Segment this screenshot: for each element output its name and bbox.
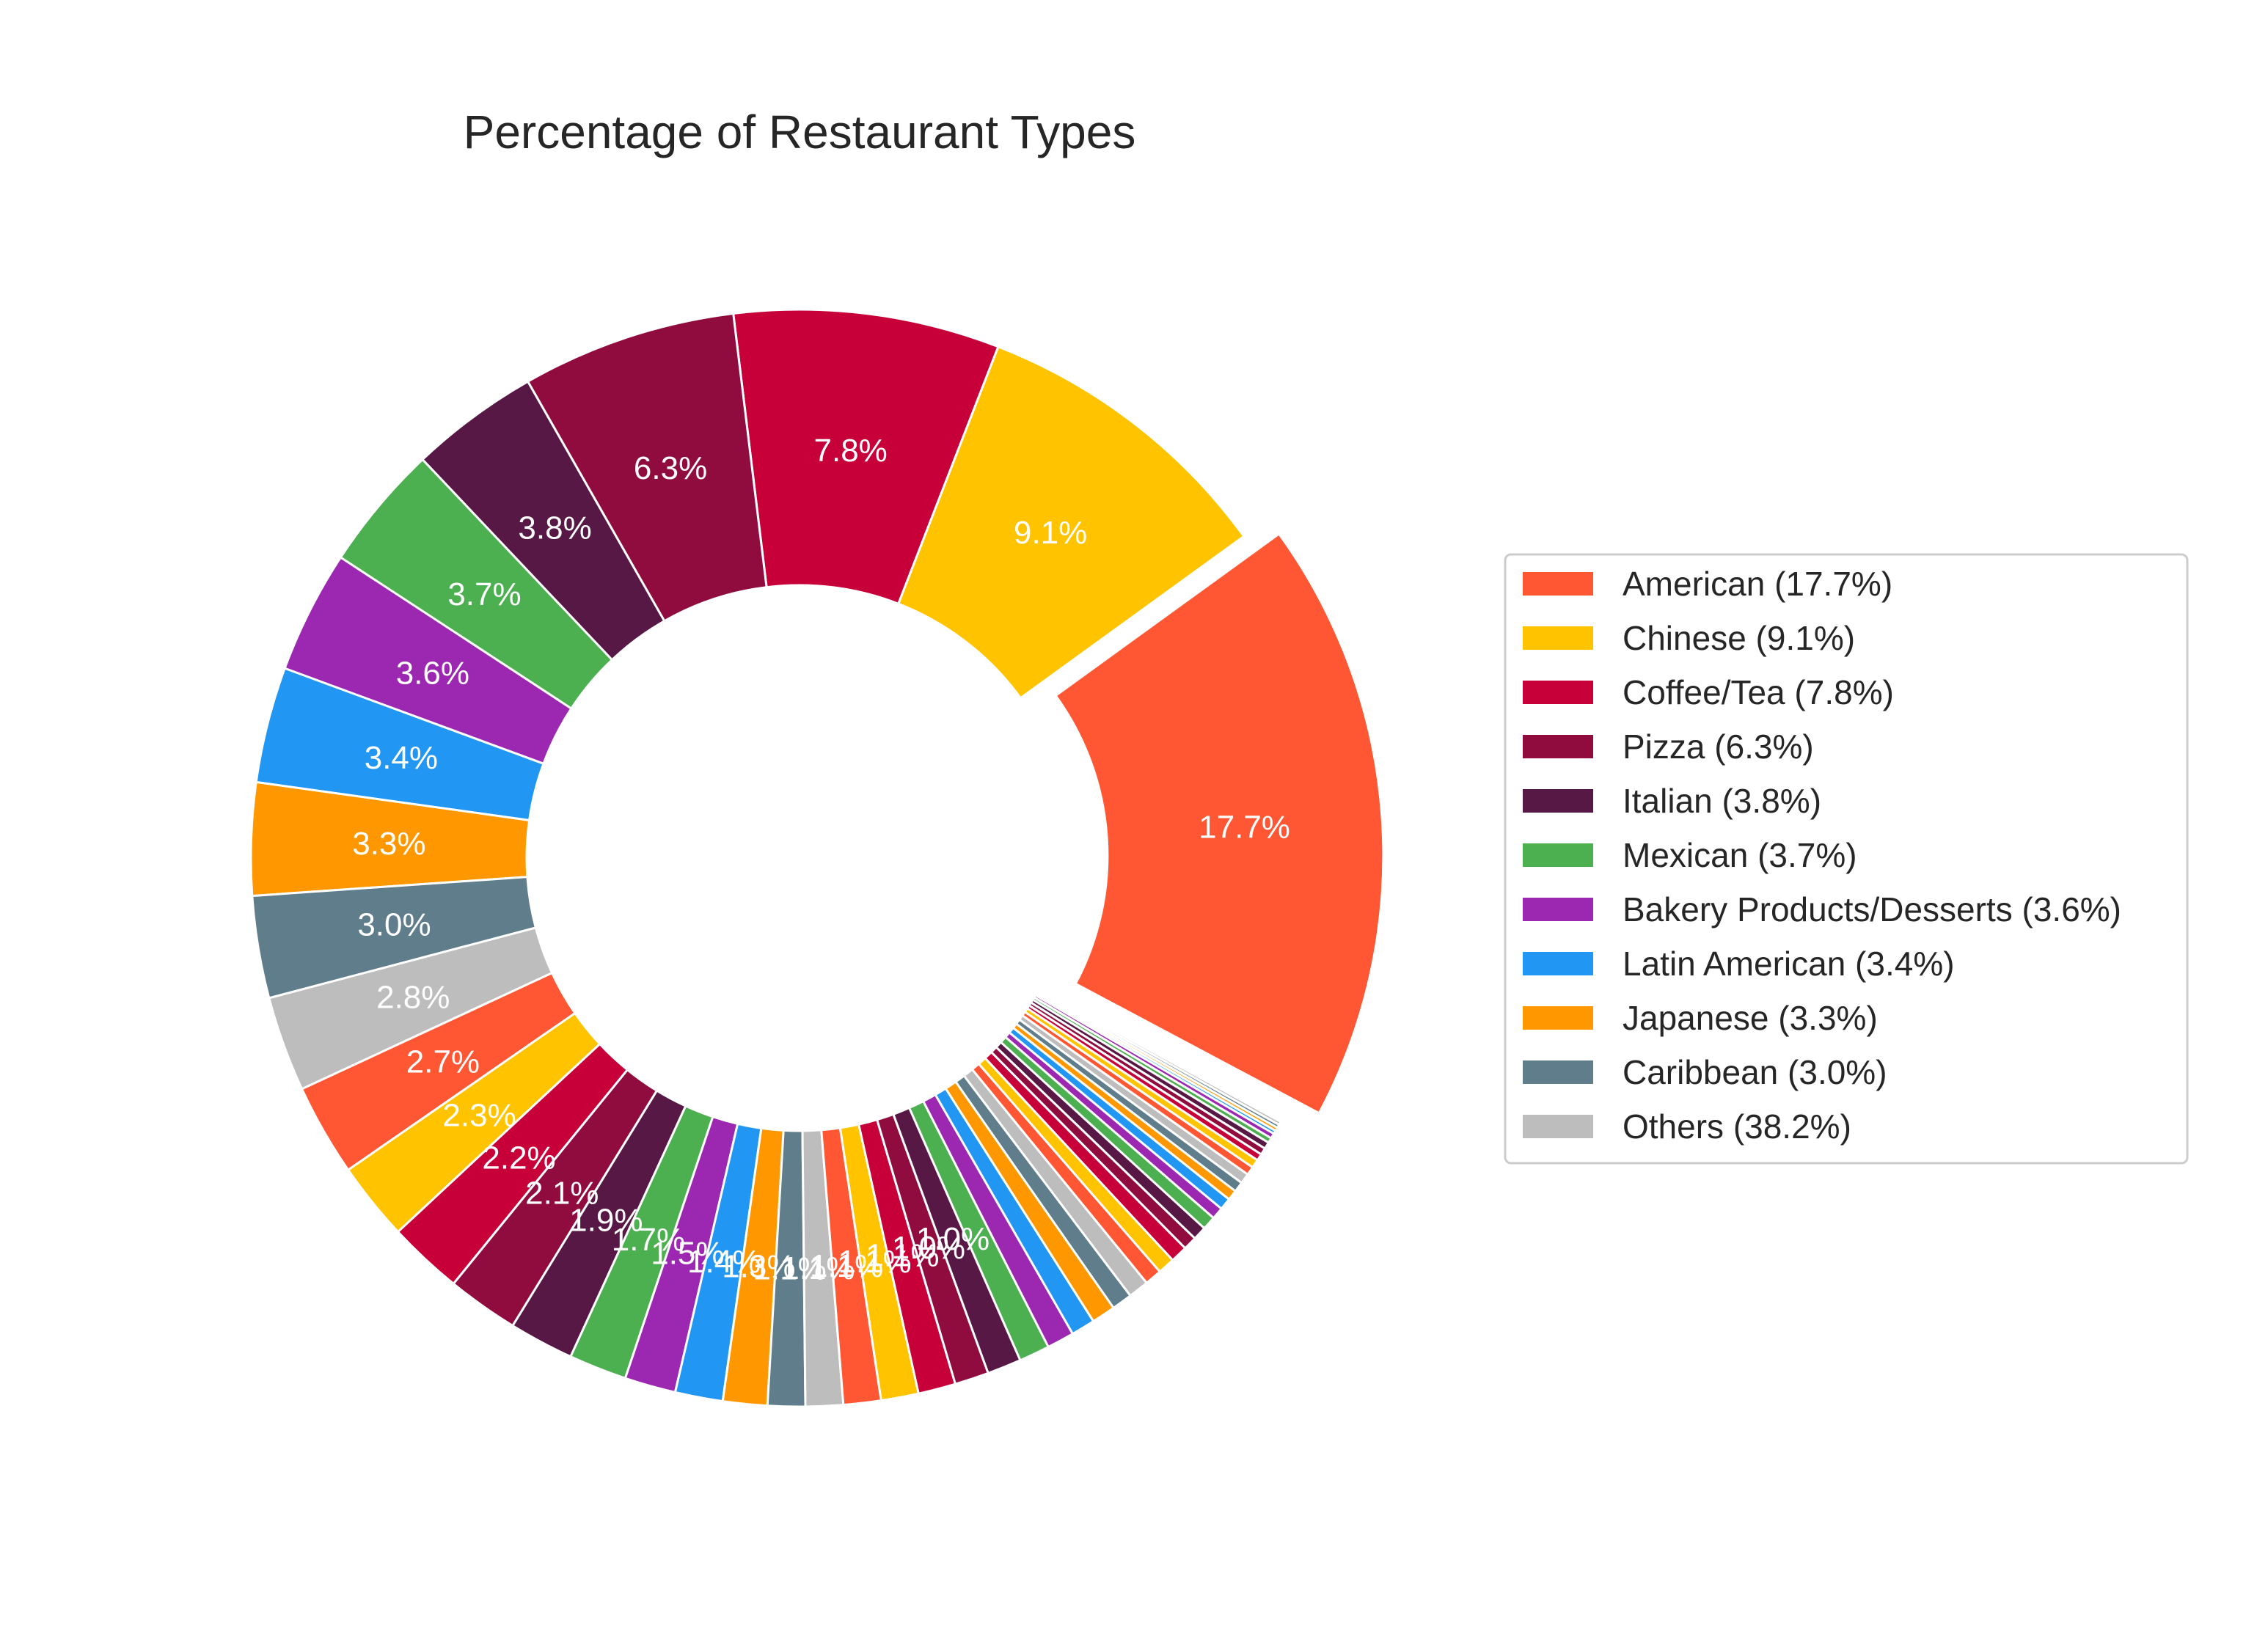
slice-percent-label: 1.5% xyxy=(651,1235,724,1271)
legend-label: Chinese (9.1%) xyxy=(1623,619,1855,657)
legend-swatch xyxy=(1523,843,1593,867)
legend-frame xyxy=(1504,553,2189,1165)
legend-label: American (17.7%) xyxy=(1623,565,1892,603)
slice-percent-label: 3.7% xyxy=(447,576,521,612)
slices-group xyxy=(249,308,1385,1408)
legend-swatch xyxy=(1523,1006,1593,1030)
slice-percent-label: 1.1% xyxy=(753,1250,826,1286)
slice-percent-label: 3.6% xyxy=(396,656,469,692)
legend-swatch xyxy=(1523,572,1593,596)
legend-label: Others (38.2%) xyxy=(1623,1107,1851,1146)
slice-percent-label: 17.7% xyxy=(1199,810,1290,846)
slice-percent-label: 1.0% xyxy=(892,1230,965,1266)
slice-percent-label: 1.0% xyxy=(916,1221,989,1257)
slice-american xyxy=(1054,532,1385,1115)
legend-label: Pizza (6.3%) xyxy=(1623,728,1814,766)
slice-percent-label: 1.3% xyxy=(722,1249,795,1285)
slice-percent-label: 2.7% xyxy=(406,1044,480,1080)
legend-swatch xyxy=(1523,1115,1593,1138)
slice-percent-label: 3.3% xyxy=(352,826,425,862)
legend-swatch xyxy=(1523,952,1593,975)
chart-title: Percentage of Restaurant Types xyxy=(464,106,1136,158)
slice-percent-label: 1.1% xyxy=(781,1250,855,1286)
legend-swatch xyxy=(1523,735,1593,758)
slice-percent-label: 1.1% xyxy=(838,1244,911,1280)
slice-percent-label: 1.7% xyxy=(612,1222,685,1258)
slice-percent-label: 7.8% xyxy=(814,433,888,469)
legend-swatch xyxy=(1523,1060,1593,1084)
slice-59 xyxy=(1038,984,1286,1119)
legend-swatch xyxy=(1523,789,1593,813)
percent-labels-group: 17.7% 9.1% 7.8% 6.3% 3.8% 3.7% 3.6% 3.4% 3.3% 3.0… xyxy=(352,433,1290,1286)
legend-label: Mexican (3.7%) xyxy=(1623,836,1857,874)
slice-coffee-tea xyxy=(732,308,1000,606)
slice-percent-label: 3.0% xyxy=(357,907,431,943)
slice-percent-label: 2.8% xyxy=(376,980,450,1016)
legend-label: Italian (3.8%) xyxy=(1623,782,1821,820)
slice-percent-label: 2.1% xyxy=(525,1175,599,1211)
slice-percent-label: 1.9% xyxy=(569,1203,643,1239)
slice-percent-label: 1.4% xyxy=(687,1244,761,1280)
slice-percent-label: 2.2% xyxy=(482,1140,555,1176)
legend-label: Caribbean (3.0%) xyxy=(1623,1053,1887,1091)
legend-swatch xyxy=(1523,681,1593,704)
legend: American (17.7%) Chinese (9.1%) Coffee/Tea… xyxy=(1504,553,2189,1165)
legend-label: Coffee/Tea (7.8%) xyxy=(1623,673,1894,711)
legend-items: American (17.7%) Chinese (9.1%) Coffee/Tea… xyxy=(1523,565,2121,1146)
legend-swatch xyxy=(1523,898,1593,921)
legend-label: Latin American (3.4%) xyxy=(1623,945,1955,983)
slice-chinese xyxy=(896,345,1245,700)
slice-percent-label: 3.4% xyxy=(365,740,438,776)
slice-percent-label: 2.3% xyxy=(442,1097,516,1133)
legend-swatch xyxy=(1523,626,1593,650)
legend-label: Bakery Products/Desserts (3.6%) xyxy=(1623,890,2121,928)
slice-percent-label: 1.1% xyxy=(810,1248,883,1284)
slice-percent-label: 6.3% xyxy=(634,450,707,486)
slice-percent-label: 1.1% xyxy=(866,1238,939,1274)
slice-percent-label: 9.1% xyxy=(1014,515,1087,551)
legend-label: Japanese (3.3%) xyxy=(1623,999,1878,1037)
slice-percent-label: 3.8% xyxy=(518,510,591,546)
